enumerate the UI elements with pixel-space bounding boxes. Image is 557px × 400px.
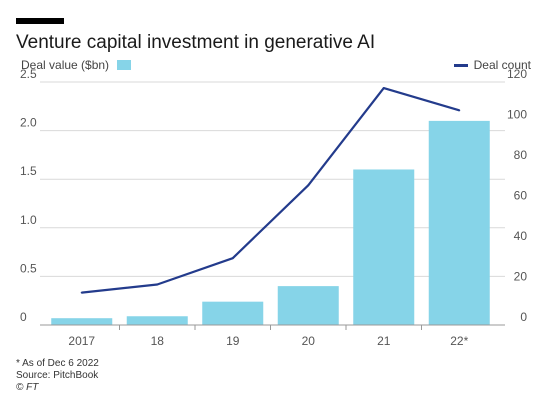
deal-count-point xyxy=(458,109,461,112)
deal-count-point xyxy=(231,257,234,260)
legend-deal-count: Deal count xyxy=(453,58,531,72)
deal-count-point xyxy=(156,283,159,286)
x-tick-label: 22* xyxy=(450,334,468,348)
y-right-tick-label: 0 xyxy=(520,310,527,324)
y-left-tick-label: 2.5 xyxy=(20,67,37,81)
legend-deal-value-label: Deal value ($bn) xyxy=(21,58,110,72)
deal-count-point xyxy=(80,291,83,294)
y-right-tick-label: 40 xyxy=(514,229,528,243)
y-left-tick-label: 0 xyxy=(20,310,27,324)
y-left-tick-label: 1.5 xyxy=(20,164,37,178)
legend-bar-swatch xyxy=(117,60,132,70)
y-right-tick-label: 80 xyxy=(514,148,528,162)
y-right-tick-label: 100 xyxy=(507,108,527,122)
legend-deal-count-label: Deal count xyxy=(473,58,531,72)
chart-footer: * As of Dec 6 2022 Source: PitchBook © F… xyxy=(16,358,99,394)
y-right-tick-label: 120 xyxy=(507,67,527,81)
chart-title: Venture capital investment in generative… xyxy=(16,32,376,53)
x-tick-label: 20 xyxy=(302,334,316,348)
x-tick-label: 18 xyxy=(151,334,165,348)
bar xyxy=(202,301,264,325)
bar xyxy=(126,316,188,325)
x-tick-label: 19 xyxy=(226,334,240,348)
source-note: Source: PitchBook xyxy=(16,370,99,381)
bar xyxy=(277,286,339,325)
bar xyxy=(51,318,113,325)
deal-count-point xyxy=(307,184,310,187)
y-right-tick-label: 20 xyxy=(514,270,528,284)
deal-count-line xyxy=(81,86,460,294)
y-right-tick-label: 60 xyxy=(514,189,528,203)
legend-deal-value: Deal value ($bn) xyxy=(21,58,132,72)
x-tick-label: 21 xyxy=(377,334,391,348)
bar xyxy=(428,120,490,325)
y-left-tick-label: 0.5 xyxy=(20,261,37,275)
title-accent-bar xyxy=(16,18,64,24)
footnote: * As of Dec 6 2022 xyxy=(16,358,99,369)
bar xyxy=(353,169,415,325)
x-tick-label: 2017 xyxy=(68,334,95,348)
deal-count-point xyxy=(382,87,385,90)
credit-note: © FT xyxy=(16,382,39,393)
y-left-tick-label: 1.0 xyxy=(20,213,37,227)
legend-line-swatch xyxy=(453,63,468,67)
y-left-tick-label: 2.0 xyxy=(20,116,37,130)
